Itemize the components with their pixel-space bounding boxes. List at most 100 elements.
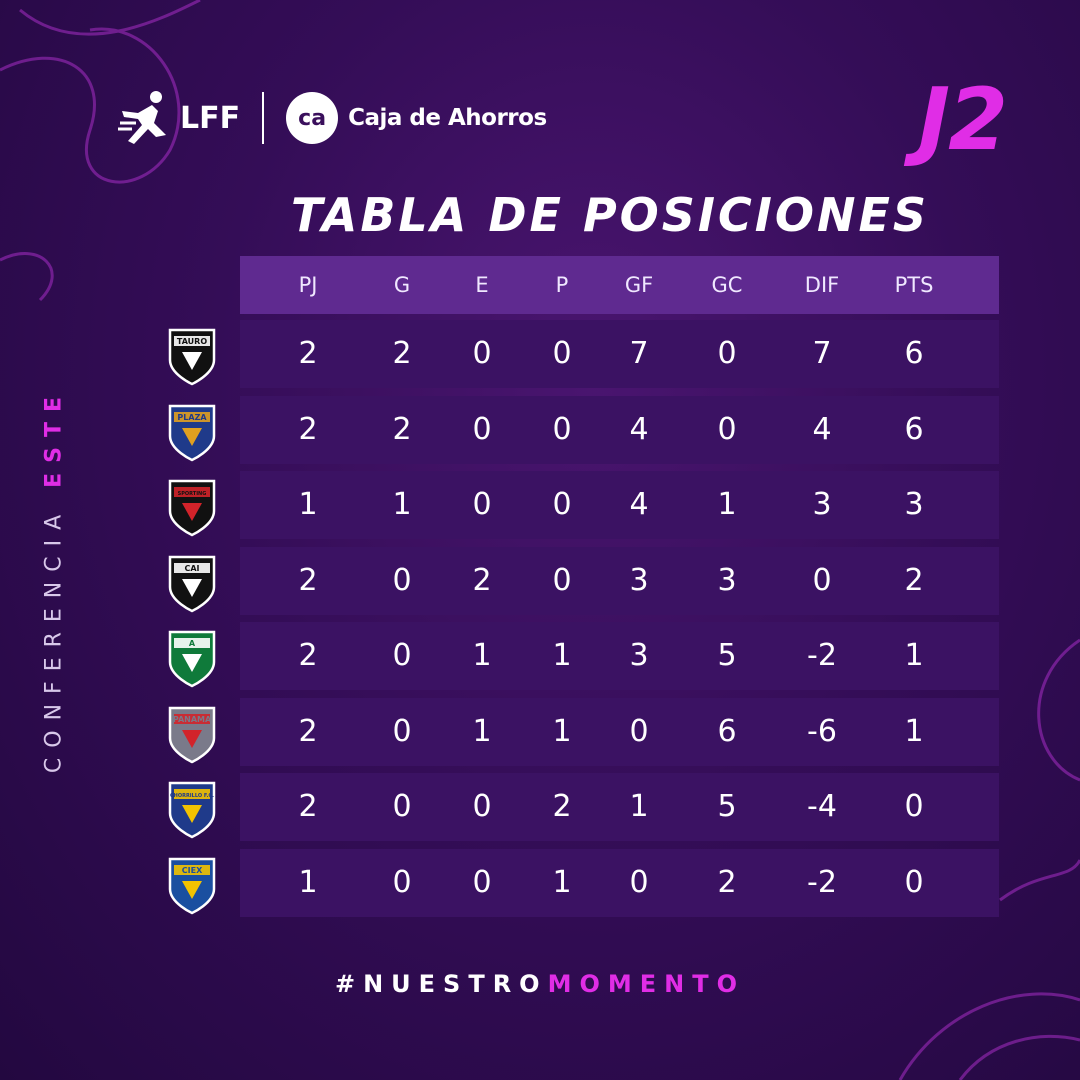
cell-e: 0 (472, 487, 492, 522)
column-header-e: E (475, 273, 489, 297)
cell-gf: 0 (629, 713, 649, 749)
team-crest-icon: TAURO (168, 328, 216, 386)
cell-p: 1 (552, 864, 572, 900)
team-crest-icon: SPORTING (168, 479, 216, 537)
cell-pts: 6 (904, 411, 924, 447)
page-title: TABLA DE POSICIONES (290, 188, 930, 242)
cell-gc: 6 (717, 713, 737, 749)
cell-gf: 3 (629, 562, 649, 598)
cell-e: 2 (472, 562, 492, 598)
team-crest-icon: CAI (168, 555, 216, 612)
cell-gf: 3 (629, 638, 649, 673)
cell-e: 1 (472, 713, 492, 749)
cell-e: 0 (472, 336, 492, 371)
hashtag-accent: MOMENTO (547, 970, 746, 998)
cell-g: 0 (392, 638, 412, 673)
cell-gc: 5 (717, 638, 737, 673)
svg-text:TAURO: TAURO (177, 337, 207, 346)
cell-pts: 6 (904, 336, 924, 371)
cell-gf: 4 (629, 411, 649, 447)
cell-p: 2 (552, 789, 572, 824)
lff-logo: LFF (118, 89, 240, 147)
column-header-pts: PTS (894, 273, 934, 297)
cell-pj: 2 (298, 411, 318, 447)
cell-pj: 2 (298, 789, 318, 824)
cell-e: 0 (472, 789, 492, 824)
table-row: 2 0 1 1 0 6 -6 1 (240, 697, 999, 766)
cell-pts: 2 (904, 562, 924, 598)
cell-p: 1 (552, 713, 572, 749)
cell-pj: 2 (298, 562, 318, 598)
table-row: 1 0 0 1 0 2 -2 0 (240, 848, 999, 917)
column-header-dif: DIF (804, 273, 840, 297)
team-crest-icon: PANAMA (168, 706, 216, 763)
svg-text:CIEX: CIEX (182, 866, 203, 875)
cell-dif: -2 (807, 638, 837, 673)
conference-name: ESTE (41, 386, 67, 488)
cell-dif: 4 (812, 411, 832, 447)
cell-gc: 2 (717, 864, 737, 900)
table-row: 2 2 0 0 4 0 4 6 (240, 395, 999, 464)
cell-gc: 5 (717, 789, 737, 824)
cell-g: 0 (392, 789, 412, 824)
table-row: 2 0 2 0 3 3 0 2 (240, 546, 999, 615)
column-header-p: P (555, 273, 569, 297)
brand-header: LFF ca Caja de Ahorros (118, 88, 547, 148)
cell-g: 0 (392, 562, 412, 598)
cell-pj: 2 (298, 336, 318, 371)
cell-pj: 2 (298, 713, 318, 749)
cell-p: 1 (552, 638, 572, 673)
svg-text:CHORRILLO F.C.: CHORRILLO F.C. (170, 793, 214, 799)
cell-gc: 0 (717, 336, 737, 371)
table-row: 2 0 1 1 3 5 -2 1 (240, 622, 999, 690)
column-header-pj: PJ (298, 273, 318, 297)
cell-pts: 1 (904, 713, 924, 749)
cell-dif: 7 (812, 336, 832, 371)
lff-wordmark: LFF (180, 100, 241, 136)
cell-dif: -2 (807, 864, 837, 900)
table-header: PJ G E P GF GC DIF PTS (240, 256, 999, 314)
cell-pj: 2 (298, 638, 318, 673)
svg-text:A: A (189, 639, 196, 648)
svg-text:PLAZA: PLAZA (177, 413, 207, 422)
team-crest-icon: PLAZA (168, 404, 216, 461)
logo-divider (262, 92, 265, 144)
cell-g: 0 (392, 713, 412, 749)
cell-pts: 1 (904, 638, 924, 673)
matchday-label: J2 (918, 70, 1008, 170)
cell-p: 0 (552, 562, 572, 598)
cell-dif: 3 (812, 487, 832, 522)
team-crest-icon: CIEX (168, 857, 216, 914)
player-kick-icon (118, 91, 166, 144)
conference-label: CONFERENCIA ESTE (42, 387, 67, 773)
cell-e: 0 (472, 864, 492, 900)
cell-gf: 1 (629, 789, 649, 824)
team-crest-icon: A (168, 630, 216, 688)
cell-pts: 0 (904, 789, 924, 824)
svg-text:CAI: CAI (184, 564, 199, 573)
cell-gc: 1 (717, 487, 737, 522)
cell-gc: 3 (717, 562, 737, 598)
team-crest-icon: CHORRILLO F.C. (168, 781, 216, 839)
cell-dif: 0 (812, 562, 832, 598)
table-row: 2 0 0 2 1 5 -4 0 (240, 773, 999, 841)
cell-pts: 0 (904, 864, 924, 900)
cell-pj: 1 (298, 864, 318, 900)
column-header-gf: GF (624, 273, 654, 297)
hashtag-prefix: #NUESTRO (334, 970, 548, 998)
sponsor-name: Caja de Ahorros (348, 105, 547, 131)
hashtag-footer: #NUESTROMOMENTO (0, 970, 1080, 998)
table-row: 1 1 0 0 4 1 3 3 (240, 471, 999, 539)
cell-p: 0 (552, 411, 572, 447)
svg-text:SPORTING: SPORTING (178, 491, 207, 497)
sponsor-logo: ca Caja de Ahorros (286, 92, 547, 144)
sponsor-mark: ca (286, 92, 339, 144)
cell-p: 0 (552, 487, 572, 522)
cell-g: 0 (392, 864, 412, 900)
cell-e: 0 (472, 411, 492, 447)
cell-gc: 0 (717, 411, 737, 447)
cell-gf: 0 (629, 864, 649, 900)
cell-gf: 7 (629, 336, 649, 371)
svg-text:PANAMA: PANAMA (173, 715, 212, 724)
cell-gf: 4 (629, 487, 649, 522)
